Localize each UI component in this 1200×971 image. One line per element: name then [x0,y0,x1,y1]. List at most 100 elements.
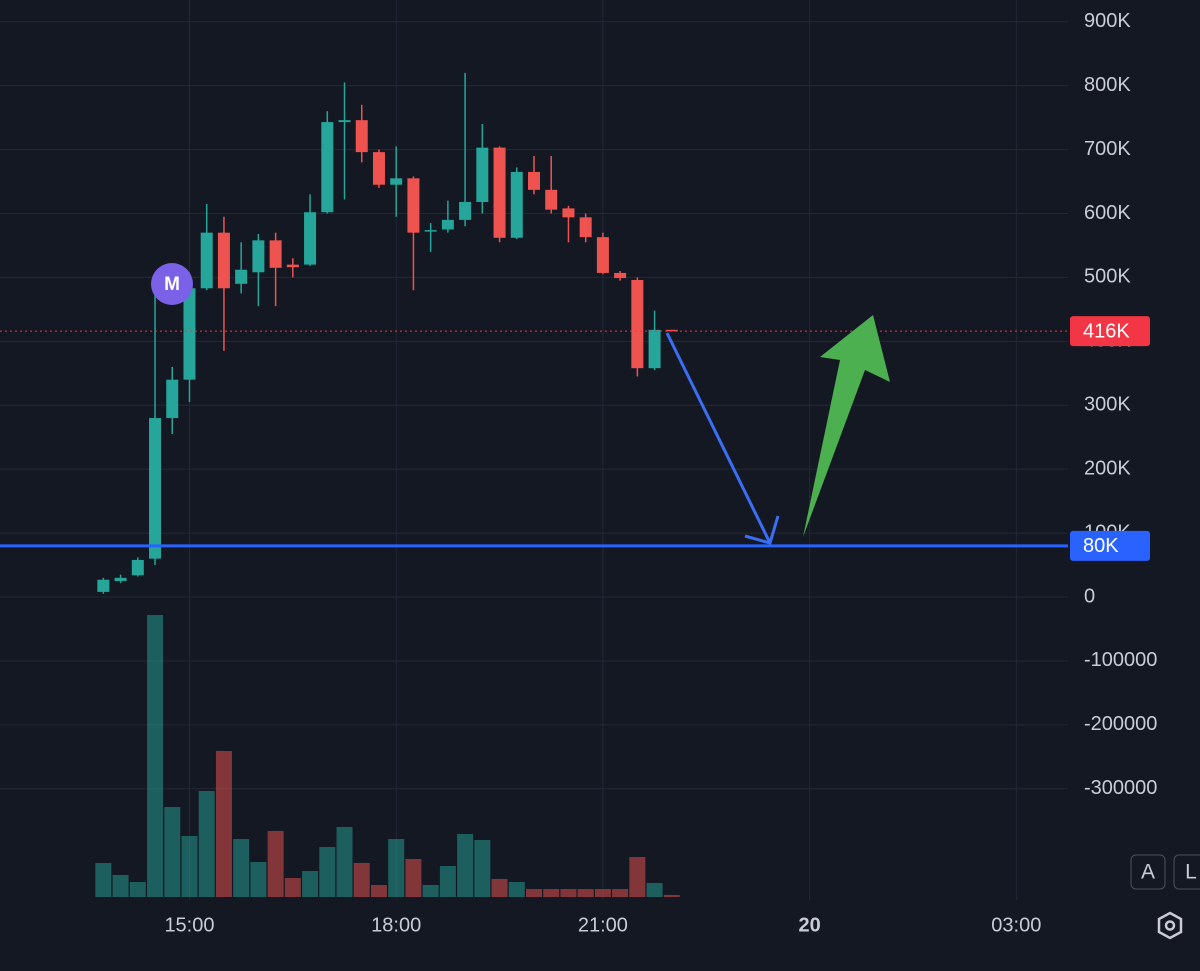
candle-body [131,559,144,576]
y-tick-label: 800K [1084,74,1131,96]
x-tick-label: 21:00 [578,914,628,936]
candle-body [510,171,523,238]
x-tick-label: 15:00 [164,914,214,936]
candle-body [235,269,248,284]
volume-bar [284,878,301,897]
candle-body [200,232,213,289]
volume-bar [95,863,112,897]
volume-bar [319,847,336,897]
candle-body [372,152,385,185]
button-label: L [1185,861,1197,884]
volume-bar [233,839,250,897]
drawn-green-arrow [803,315,890,537]
price-tag [1070,316,1150,347]
drawn-arrow [665,332,772,544]
volume-bar [198,791,215,897]
volume-bar [646,883,663,897]
button[interactable] [1130,854,1166,890]
volume-bar [663,895,680,897]
candle-body [459,201,472,220]
settings-icon[interactable] [1157,911,1183,940]
button-label: A [1141,861,1155,884]
volume-bar [370,885,387,897]
candle-body [114,577,127,582]
settings-dot [1164,920,1176,931]
volume-bar [112,875,129,897]
candle-body [286,264,299,268]
price-tag-label: 80K [1083,535,1119,557]
settings-hex [1157,911,1183,940]
candle-body [252,240,265,273]
y-tick-label: 600K [1084,202,1131,224]
drawn-arrowhead [744,515,780,545]
volume-bar [336,827,353,897]
volume-bar [560,889,577,897]
volume-bar [439,866,456,897]
candle-body [614,272,627,279]
candle-body [476,147,489,202]
volume-bar [267,831,284,897]
volume-bar [405,859,422,897]
candle-body [665,329,678,332]
candle-body [631,279,644,369]
candle-body [562,208,575,218]
y-tick-label: 900K [1084,10,1131,32]
grid [0,0,1068,900]
price-tag [1070,530,1150,561]
volume-bar [594,889,611,897]
volume-bar [353,863,370,897]
candle-body [596,237,609,273]
candle-body [183,288,196,380]
candle-body [390,178,403,185]
volume-bar [457,834,474,897]
y-tick-label: 0 [1084,585,1095,607]
volume-bar [543,889,560,897]
y-tick-label: -100000 [1084,649,1157,671]
volume-bar [302,871,319,897]
y-tick-label: -200000 [1084,713,1157,735]
candle-body [545,189,558,210]
candle-body [217,232,230,289]
y-tick-label: 700K [1084,138,1131,160]
candle-body [528,171,540,190]
x-tick-label: 20 [798,914,820,936]
button[interactable] [1173,854,1200,890]
marker-label: M [164,274,180,295]
candle-body [355,120,368,153]
price-tag-label: 416K [1083,320,1130,342]
volume-bar [526,889,542,897]
volume-bar [629,857,646,897]
candle-body [269,240,282,268]
x-tick-label: 18:00 [371,914,421,936]
candle-body [304,212,317,265]
y-tick-label: 500K [1084,266,1131,288]
volume-bar [181,836,198,897]
candle-body [166,379,179,419]
candle-body [407,178,420,233]
marks [0,72,1068,897]
candle-body [493,147,506,238]
volume-bar [164,807,181,897]
y-tick-label: 300K [1084,394,1131,416]
candle-body [338,120,351,123]
candle-body [97,579,110,592]
candle-body [579,217,592,238]
volume-bar [508,882,525,897]
y-tick-label: -300000 [1084,777,1157,799]
candle-body [149,418,162,559]
volume-bar [474,840,491,897]
volume-bar [129,882,146,897]
marker [151,263,193,305]
candle-body [648,329,661,369]
candle-body [424,230,437,232]
volume-bar [491,879,508,897]
volume-bar [215,751,232,897]
candle-body [441,219,454,230]
volume-bar [422,885,439,897]
y-tick-label: 200K [1084,457,1131,479]
volume-bar [612,889,629,897]
volume-bar [388,839,405,897]
volume-bar [577,889,594,897]
axis: 900K800K700K600K500K400K300K200K100K0-10… [164,10,1157,936]
